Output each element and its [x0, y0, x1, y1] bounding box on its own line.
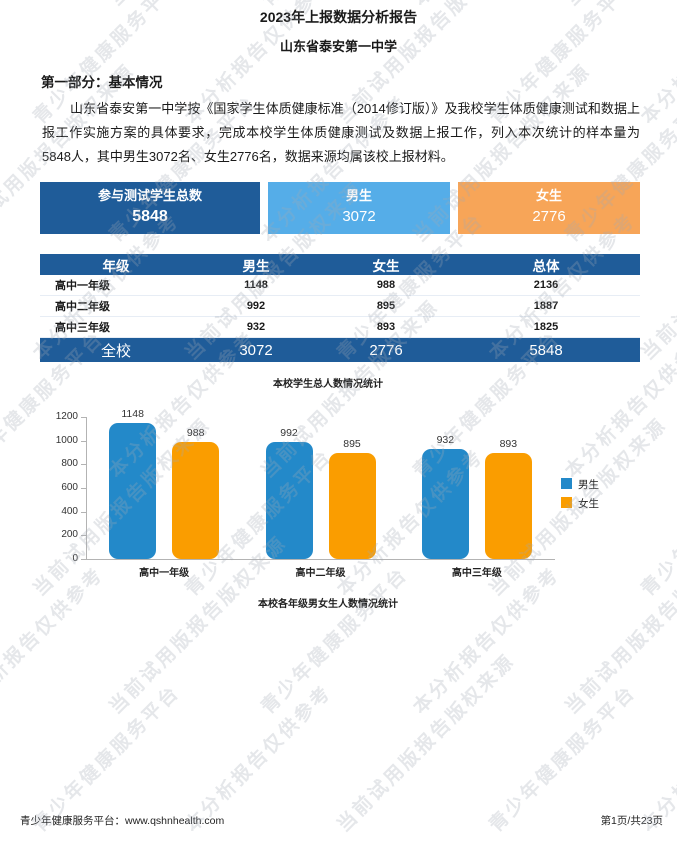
summary-card-label: 男生 — [345, 188, 372, 203]
bar-value-label: 988 — [186, 427, 205, 440]
summary-card: 参与测试学生总数 5848 — [40, 182, 260, 234]
summary-card-label: 参与测试学生总数 — [97, 188, 202, 203]
bar-女生-高中二年级 — [328, 453, 376, 559]
table-cell: 1825 — [533, 321, 559, 333]
table-cell: 893 — [376, 321, 396, 333]
report-title: 2023年上报数据分析报告 — [259, 9, 418, 25]
table-cell: 1887 — [533, 300, 559, 312]
table-row: 高中二年级 992 895 1887 — [40, 296, 640, 317]
table-header-cell: 年级 — [102, 258, 130, 274]
legend-swatch-男生 — [561, 478, 572, 489]
y-axis-tick-mark — [81, 535, 86, 537]
summary-card-value: 3072 — [342, 208, 376, 225]
table-total-cell: 全校 — [100, 342, 131, 360]
table-caption: 本校学生总人数情况统计 — [273, 379, 383, 390]
table-cell: 2136 — [533, 279, 559, 291]
y-axis-tick-label: 1200 — [55, 411, 78, 422]
table-total-cell: 3072 — [239, 341, 273, 359]
y-axis-tick-mark — [81, 511, 86, 513]
intro-paragraph: 山东省泰安第一中学按《国家学生体质健康标准（2014修订版）》及我校学生体质健康… — [42, 101, 640, 164]
y-axis-tick-label: 400 — [61, 505, 78, 517]
legend-label-男生: 男生 — [578, 479, 599, 491]
legend-swatch-女生 — [561, 497, 572, 508]
y-axis-tick-label: 200 — [61, 529, 78, 541]
grade-table: 年级 男生 女生 总体 高中一年级 1148 988 2136 高中二年级 992 895 1887 高… — [40, 254, 640, 362]
bar-value-label: 932 — [436, 433, 455, 446]
table-total-cell: 5848 — [529, 341, 563, 359]
x-axis-category-label: 高中三年级 — [451, 568, 502, 579]
table-cell: 高中二年级 — [55, 301, 110, 313]
school-name: 山东省泰安第一中学 — [279, 39, 397, 54]
table-row: 高中三年级 932 893 1825 — [40, 317, 640, 338]
y-axis-tick-label: 800 — [61, 458, 78, 470]
table-row: 高中一年级 1148 988 2136 — [40, 275, 640, 296]
summary-card: 男生 3072 — [268, 182, 450, 234]
table-header-row: 年级 男生 女生 总体 — [40, 254, 640, 275]
table-cell: 高中三年级 — [55, 322, 110, 334]
y-axis-tick-mark — [81, 488, 86, 489]
footer-site-url: 青少年健康服务平台：www.qshnhealth.com — [20, 815, 225, 827]
table-cell: 高中一年级 — [55, 280, 110, 292]
y-axis-tick-mark — [81, 464, 86, 466]
x-axis-category-label: 高中一年级 — [139, 568, 190, 579]
table-cell: 988 — [376, 279, 396, 291]
summary-cards: 参与测试学生总数 5848 男生 3072 女生 2776 — [40, 182, 640, 234]
bar-女生-高中一年级 — [172, 442, 220, 559]
table-cell: 992 — [246, 300, 266, 312]
bar-女生-高中三年级 — [484, 453, 532, 559]
summary-card-value: 2776 — [532, 208, 566, 225]
x-axis-category-label: 高中二年级 — [295, 568, 346, 579]
y-axis-tick-label: 1000 — [55, 434, 78, 446]
y-axis-tick-mark — [81, 559, 86, 560]
table-cell: 932 — [246, 321, 266, 333]
summary-card-label: 女生 — [535, 188, 562, 203]
bar-value-label: 1148 — [121, 408, 144, 421]
y-axis-tick-mark — [81, 440, 86, 442]
table-cell: 895 — [376, 300, 396, 312]
y-axis-tick-label: 600 — [61, 482, 78, 493]
bar-value-label: 893 — [499, 438, 518, 451]
page-footer: 青少年健康服务平台：www.qshnhealth.com 第1页/共23页 — [20, 813, 663, 828]
y-axis-tick-mark — [81, 417, 86, 418]
table-header-cell: 女生 — [372, 258, 400, 274]
bar-男生-高中一年级 — [109, 423, 157, 559]
y-axis-tick-label: 0 — [72, 553, 78, 564]
table-cell: 1148 — [244, 279, 268, 291]
footer-page-number: 第1页/共23页 — [600, 815, 663, 827]
bar-男生-高中二年级 — [265, 441, 313, 559]
summary-card-value: 5848 — [132, 208, 168, 225]
chart-caption: 本校各年级男女生人数情况统计 — [258, 599, 398, 610]
summary-card: 女生 2776 — [458, 182, 640, 234]
table-total-row: 全校 3072 2776 5848 — [40, 338, 640, 362]
table-total-cell: 2776 — [369, 341, 403, 359]
table-header-cell: 总体 — [532, 258, 560, 274]
y-axis-line — [86, 417, 87, 559]
bar-value-label: 895 — [343, 438, 361, 451]
bar-男生-高中三年级 — [421, 448, 469, 559]
section-heading: 第一部分：基本情况 — [41, 75, 163, 90]
x-axis-line — [86, 559, 555, 560]
table-header-cell: 男生 — [242, 258, 270, 274]
bar-value-label: 992 — [280, 426, 298, 439]
legend-label-女生: 女生 — [578, 498, 599, 510]
